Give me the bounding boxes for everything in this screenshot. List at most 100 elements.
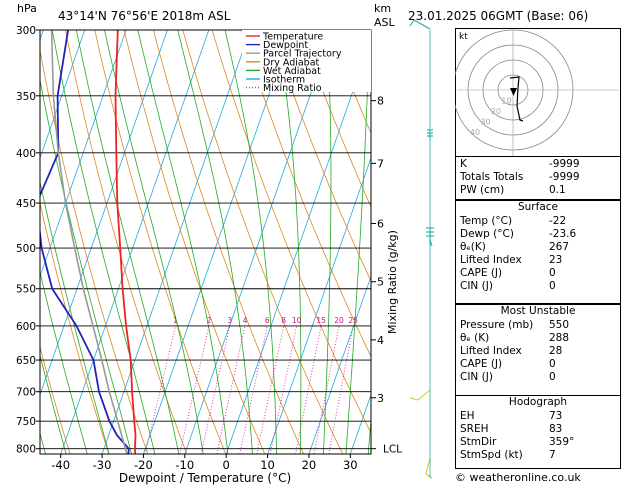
isotherm-line [60,30,210,454]
temperature-tick-label: 20 [302,458,317,472]
legend-background [242,30,371,92]
wet-adiabat-line [40,353,67,454]
lcl-label: LCL [383,444,402,456]
series-line [50,30,128,454]
stat-key: SREH [460,423,489,435]
dry-adiabat-line [182,30,344,454]
dry-adiabat-line [94,30,227,454]
mixing-ratio-label: 10 [292,316,302,325]
stat-row: Temp (°C) -22 [456,215,620,228]
height-tick-label: 7 [377,157,384,170]
footer-credit: © weatheronline.co.uk [455,471,581,484]
pressure-tick-label: 450 [16,198,36,210]
stat-row: StmDir 359° [456,436,620,449]
most-unstable-title: Most Unstable [500,305,576,317]
hodograph-trace [509,76,524,122]
temperature-tick-label: 0 [223,458,230,472]
stat-row: K -9999 [456,158,620,171]
hodograph-ring-label: 30 [480,118,490,127]
stat-key: CIN (J) [460,371,493,383]
stat-key: θₑ(K) [460,241,486,253]
stat-key: Dewp (°C) [460,228,514,240]
x-axis-title: Dewpoint / Temperature (°C) [119,471,291,485]
isotherm-line [143,30,292,454]
stat-row: SREH 83 [456,423,620,436]
isotherm-line [308,275,371,454]
stat-row: CIN (J) 0 [456,371,620,384]
stat-value: -22 [549,215,567,227]
stat-value: 28 [549,345,563,357]
most-unstable-panel: Most Unstable Pressure (mb) 550 θₑ (K) 288 L… [455,304,621,396]
mixing-ratio-labels: 1 2 3 4 6 8 10 15 20 25 [173,316,358,325]
stat-value: 359° [549,436,575,448]
stat-key: Lifted Index [460,254,522,266]
wet-adiabat-line [224,30,278,454]
isotherm-line [0,30,2,454]
stat-value: -9999 [549,171,580,183]
hodograph-ring-label: 10 [501,97,511,106]
dry-adiabat-line [153,30,305,454]
wet-adiabat-line [40,78,133,454]
stat-value: 550 [549,319,570,331]
mixing-ratio-line [295,325,322,454]
hodograph-stats-panel: Hodograph EH 73 SREH 83 StmDir 359° StmSpd (kt… [455,395,621,469]
storm-motion-icon [510,88,517,96]
hodograph-ring-label: 20 [491,107,501,116]
stat-row: CAPE (J) 0 [456,267,620,280]
isotherm-line [267,156,371,454]
plot-frame [39,29,372,455]
stat-value: 7 [549,449,556,461]
stat-row: θₑ(K) 267 [456,241,620,254]
stat-value: 267 [549,241,570,253]
stat-row: Lifted Index 28 [456,345,620,358]
height-tick-label: 8 [377,95,384,108]
pressure-tick-label: 700 [16,387,36,399]
legend-label: Temperature [262,32,323,43]
wet-adiabat-line [76,30,180,454]
wet-adiabat-line [322,30,332,454]
mixing-ratio-label: 2 [207,316,212,325]
mixing-ratio-label: 6 [265,316,270,325]
dry-adiabat-line [40,201,110,454]
wet-adiabat-line [345,30,370,454]
stat-row: Totals Totals -9999 [456,171,620,184]
hodograph-stats-title: Hodograph [508,396,568,408]
isotherm-line [184,30,334,454]
legend-label: Wet Adiabat [263,66,321,77]
stat-row: CIN (J) 0 [456,280,620,293]
stat-key: Temp (°C) [460,215,513,227]
stat-key: PW (cm) [460,184,505,196]
stat-value: 0.1 [549,184,566,196]
mixing-ratio-line [269,325,298,454]
stat-key: CAPE (J) [460,358,503,370]
wet-adiabat-line [40,270,88,454]
mixing-ratio-line [216,325,246,454]
skewt-grid [0,30,371,457]
wind-barb-icon [409,19,431,30]
skewt-curves [40,30,137,454]
stat-row: PW (cm) 0.1 [456,184,620,197]
mixing-ratio-label: 1 [173,316,178,325]
stat-value: 23 [549,254,563,266]
indices-panel: K -9999 Totals Totals -9999 PW (cm) 0.1 [455,156,621,200]
asl-label: ASL [374,16,396,29]
pressure-tick-label: 350 [16,91,36,103]
wet-adiabat-line [104,30,204,454]
stat-key: EH [460,410,475,422]
pressure-tick-label: 600 [16,321,36,333]
stat-value: 0 [549,371,556,383]
dry-adiabat-line [211,30,371,434]
wet-adiabat-line [137,30,229,454]
stat-value: 288 [549,332,570,344]
wind-barb-icon [409,389,431,401]
wet-adiabat-line [51,30,156,454]
pressure-tick-label: 400 [16,148,36,160]
stat-key: CAPE (J) [460,267,503,279]
height-axis: 8 7 6 5 4 3 LCL [371,95,402,456]
mixing-ratio-label: 8 [281,316,286,325]
wet-adiabat-line [0,30,6,457]
location-title: 43°14'N 76°56'E 2018m ASL [58,9,231,23]
mixing-ratio-axis-title: Mixing Ratio (g/kg) [386,230,399,334]
